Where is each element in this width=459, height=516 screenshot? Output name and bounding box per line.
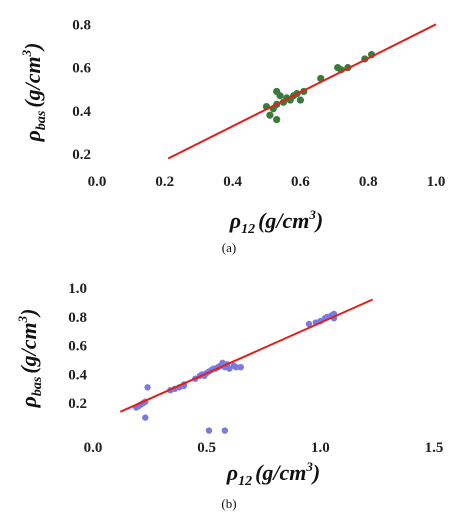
data-point <box>296 96 304 104</box>
x-axis-unit-close: ) <box>314 208 323 233</box>
y-tick-label: 0.8 <box>68 310 87 326</box>
x-tick-label: 0.2 <box>155 174 174 190</box>
x-tick-label: 1.0 <box>311 440 330 456</box>
x-tick-label: 1.5 <box>425 440 444 456</box>
x-tick-label: 0.0 <box>88 174 107 190</box>
data-point <box>276 92 284 100</box>
y-tick-label: 0.6 <box>72 61 91 77</box>
y-axis-unit: (g/cm <box>16 322 41 373</box>
data-point <box>237 364 244 371</box>
x-tick-label: 0.5 <box>197 440 216 456</box>
y-tick-label: 1.0 <box>68 281 87 297</box>
data-point <box>266 111 274 119</box>
panel-caption: (a) <box>222 240 236 255</box>
x-axis-unit: (g/cm <box>258 208 309 233</box>
data-point <box>221 427 229 434</box>
x-axis-unit: (g/cm <box>255 460 306 485</box>
data-point <box>205 427 213 434</box>
y-tick-label: 0.2 <box>68 396 87 412</box>
data-point <box>273 115 281 124</box>
x-axis-title: ρ12 (g/cm3) <box>226 459 321 489</box>
x-axis-subscript: 12 <box>241 222 255 237</box>
y-axis-unit-close: ) <box>20 43 45 52</box>
y-axis-title: ρbas (g/cm3) <box>15 309 45 409</box>
y-tick-label: 0.6 <box>68 339 87 355</box>
data-point <box>142 414 149 421</box>
x-tick-label: 0.6 <box>291 174 310 190</box>
y-axis-symbol: ρ <box>20 130 45 142</box>
y-axis-subscript: bas <box>30 376 45 396</box>
x-tick-label: 1.0 <box>427 174 446 190</box>
fit-line <box>119 298 374 413</box>
data-point <box>226 365 233 372</box>
x-axis-title: ρ12 (g/cm3) <box>229 207 324 237</box>
x-axis-symbol: ρ <box>229 208 241 233</box>
x-tick-label: 0.4 <box>223 174 242 190</box>
y-tick-label: 0.4 <box>72 104 91 120</box>
x-axis-unit-close: ) <box>311 460 320 485</box>
y-axis-title: ρbas (g/cm3) <box>19 43 49 143</box>
y-tick-label: 0.8 <box>72 17 91 33</box>
x-tick-label: 0.0 <box>84 440 103 456</box>
y-axis-unit: (g/cm <box>20 56 45 107</box>
x-tick-label: 0.8 <box>359 174 378 190</box>
x-axis-subscript: 12 <box>238 474 252 489</box>
y-axis-symbol: ρ <box>16 396 41 408</box>
data-point <box>144 384 151 391</box>
y-tick-label: 0.2 <box>72 147 91 163</box>
fit-line <box>167 23 437 160</box>
x-axis-unit-exponent: 3 <box>305 459 313 474</box>
y-axis-unit-exponent: 3 <box>19 49 34 57</box>
data-point <box>305 320 313 328</box>
y-tick-label: 0.4 <box>68 367 87 383</box>
x-axis-unit-exponent: 3 <box>308 207 316 222</box>
x-axis-symbol: ρ <box>226 460 238 485</box>
y-axis-subscript: bas <box>34 110 49 130</box>
y-axis-unit-close: ) <box>16 309 41 318</box>
data-point <box>233 364 240 371</box>
panel-caption: (b) <box>221 496 236 511</box>
y-axis-unit-exponent: 3 <box>15 315 30 323</box>
